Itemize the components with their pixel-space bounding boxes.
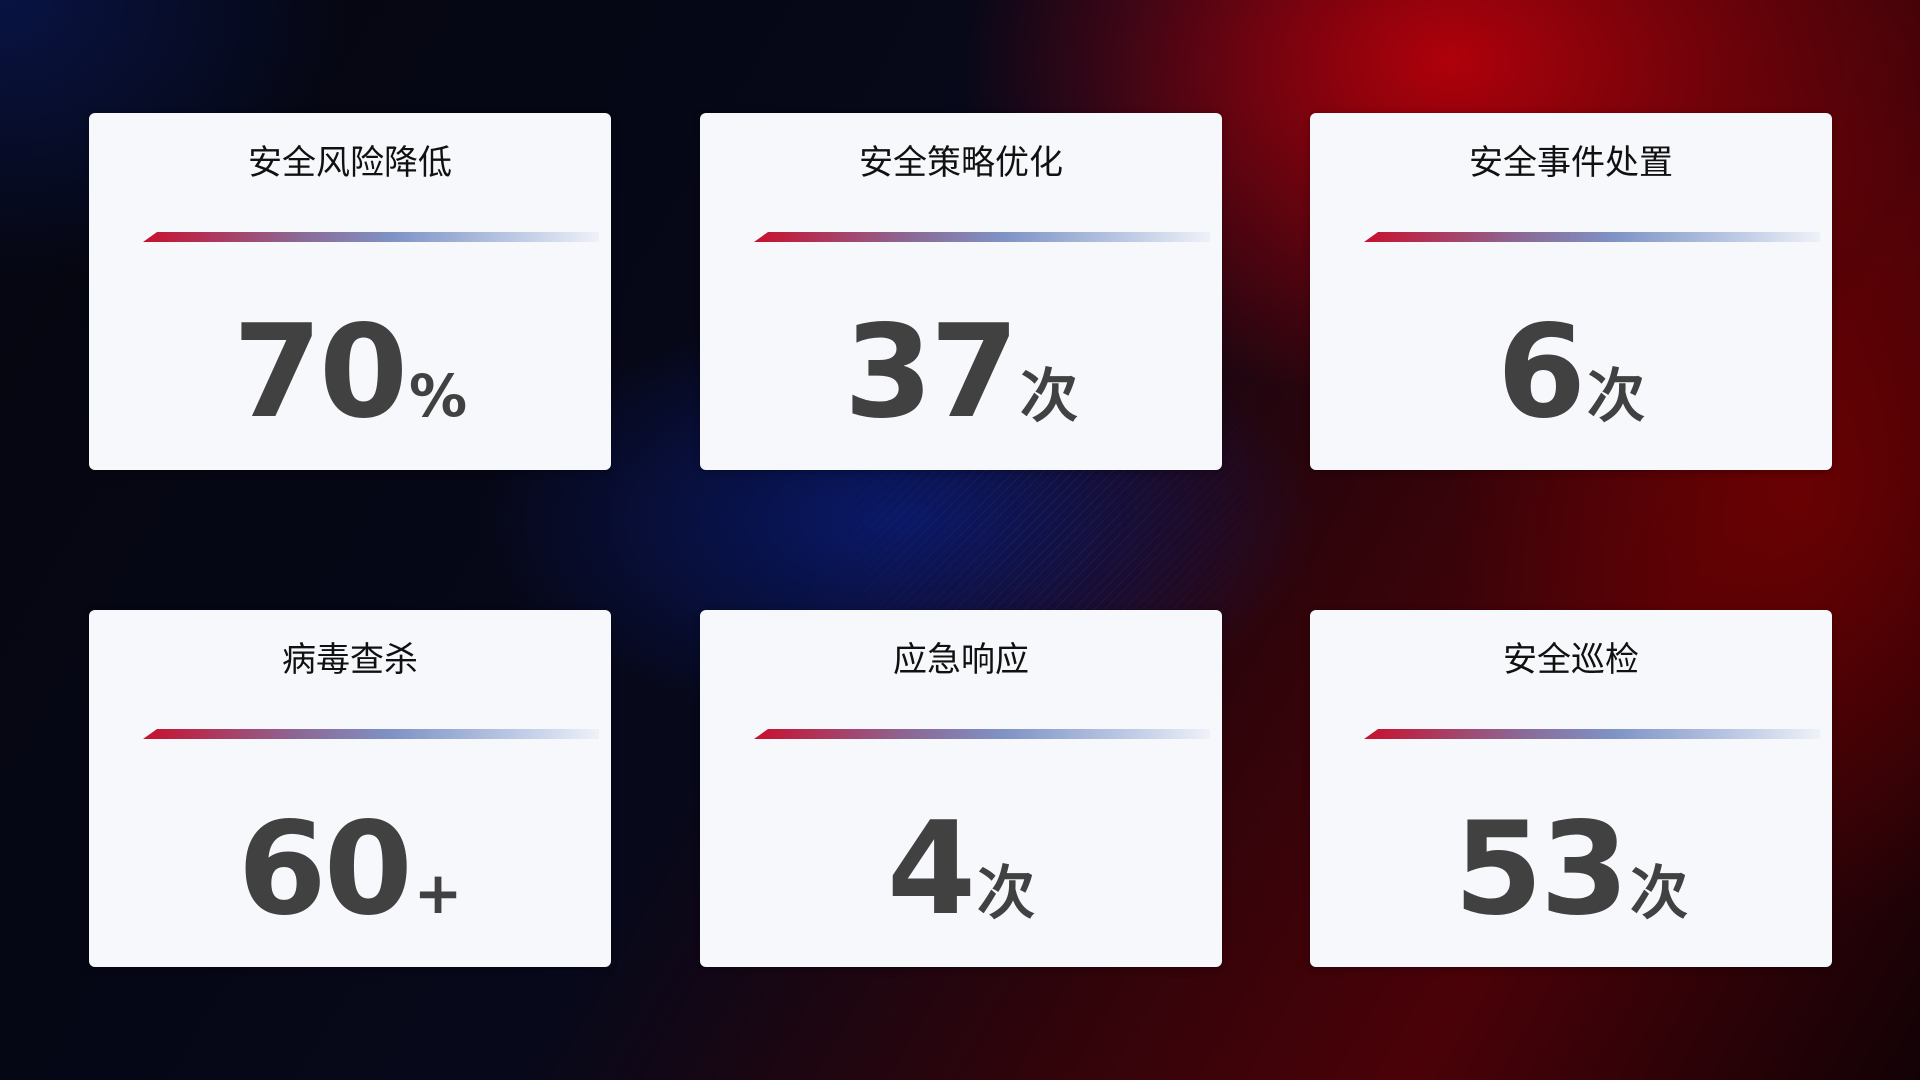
stat-card: 安全策略优化 37次 (700, 113, 1222, 470)
stat-card: 应急响应 4次 (700, 610, 1222, 967)
stat-number: 70 (232, 298, 408, 447)
gradient-divider (143, 729, 599, 739)
stat-value: 4次 (700, 795, 1222, 944)
stat-value: 53次 (1310, 795, 1832, 944)
stat-unit: % (409, 362, 468, 430)
stat-unit: + (413, 859, 463, 927)
stat-title: 安全策略优化 (859, 143, 1063, 183)
stat-title: 病毒查杀 (282, 640, 418, 680)
stat-unit: 次 (1587, 362, 1646, 430)
stat-title: 安全风险降低 (248, 143, 452, 183)
stat-unit: 次 (1630, 859, 1689, 927)
gradient-divider (143, 232, 599, 242)
stat-card: 安全巡检 53次 (1310, 610, 1832, 967)
stat-value: 37次 (700, 298, 1222, 447)
gradient-divider (1364, 729, 1820, 739)
gradient-divider (754, 729, 1210, 739)
stat-title: 安全巡检 (1503, 640, 1639, 680)
stat-value: 6次 (1310, 298, 1832, 447)
gradient-divider (1364, 232, 1820, 242)
stat-title: 应急响应 (893, 640, 1029, 680)
stat-number: 60 (237, 795, 413, 944)
stat-value: 70% (89, 298, 611, 447)
stat-value: 60+ (89, 795, 611, 944)
stat-card: 病毒查杀 60+ (89, 610, 611, 967)
stat-number: 4 (886, 795, 976, 944)
stat-card: 安全事件处置 6次 (1310, 113, 1832, 470)
stat-unit: 次 (1020, 362, 1079, 430)
stat-card: 安全风险降低 70% (89, 113, 611, 470)
stat-unit: 次 (977, 859, 1036, 927)
stat-number: 53 (1453, 795, 1629, 944)
stat-number: 37 (843, 298, 1019, 447)
stat-number: 6 (1496, 298, 1586, 447)
stat-title: 安全事件处置 (1469, 143, 1673, 183)
gradient-divider (754, 232, 1210, 242)
